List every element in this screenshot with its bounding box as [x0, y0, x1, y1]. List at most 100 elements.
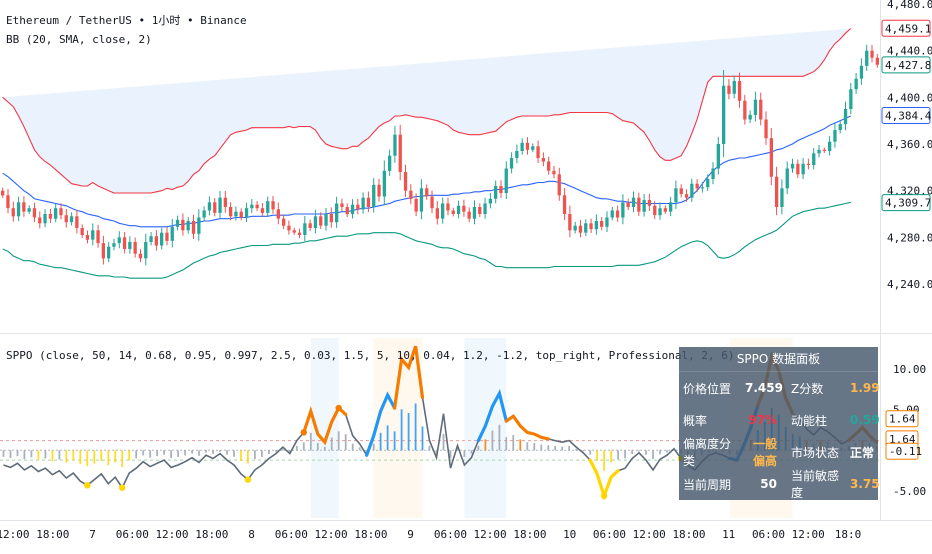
candle — [393, 126, 397, 163]
candle — [594, 214, 598, 235]
candle-body — [504, 168, 508, 193]
sppo-signal-segment — [393, 345, 425, 410]
candle-body — [313, 216, 318, 228]
candle-body — [706, 179, 710, 188]
candle — [732, 75, 736, 99]
momentum-bar — [414, 403, 417, 451]
candle-body — [637, 197, 641, 212]
candle-body — [695, 183, 699, 189]
candle — [706, 174, 710, 191]
candle — [642, 194, 646, 217]
candle — [801, 158, 805, 180]
candle — [753, 91, 758, 122]
candle — [350, 199, 355, 219]
candle — [27, 205, 31, 214]
bb-indicator-label[interactable]: BB (20, SMA, close, 2) — [6, 33, 152, 46]
candle-body — [6, 195, 10, 209]
sppo-indicator-label[interactable]: SPPO (close, 50, 14, 0.68, 0.95, 0.997, … — [6, 349, 734, 362]
candle-body — [658, 208, 662, 216]
candle — [631, 191, 636, 213]
candle — [75, 209, 79, 234]
price-tick-label: 4,400.00 — [887, 91, 932, 104]
price-badge: 4,459.19 — [881, 19, 932, 37]
candle-body — [451, 210, 455, 214]
candle — [584, 219, 588, 236]
candle-body — [223, 197, 227, 207]
header-sep-2: • — [187, 14, 194, 27]
momentum-bar — [316, 443, 319, 451]
bb-band-fill — [2, 28, 851, 193]
candle-body — [594, 221, 598, 230]
momentum-bar — [288, 450, 291, 452]
candle-body — [356, 204, 360, 210]
momentum-bar — [435, 450, 438, 454]
momentum-bar — [470, 450, 473, 454]
momentum-bar — [247, 450, 249, 464]
dashboard-value: 7.459 — [745, 381, 783, 395]
candle — [817, 144, 821, 158]
sppo-signal-segment — [476, 388, 508, 443]
candle — [812, 148, 816, 170]
candle-body — [260, 208, 265, 213]
momentum-bar — [226, 450, 228, 455]
candle-body — [764, 119, 768, 139]
momentum-bar — [547, 445, 550, 451]
osc-badge-text: 1.64 — [889, 433, 916, 446]
candle-body — [859, 65, 864, 79]
time-tick-label: 06:00 — [752, 528, 785, 541]
candle-body — [790, 163, 795, 169]
momentum-bar — [428, 445, 431, 451]
candle-body — [472, 207, 477, 219]
candle — [207, 196, 212, 216]
momentum-bar — [421, 426, 424, 451]
candle-body — [684, 194, 689, 198]
candle — [562, 187, 567, 221]
dashboard-value: 50 — [760, 477, 777, 491]
candle-body — [605, 217, 609, 227]
candle-body — [520, 142, 524, 151]
momentum-bar — [554, 445, 557, 451]
candle — [748, 110, 752, 124]
candle — [260, 203, 265, 218]
candle — [875, 54, 879, 68]
candle-body — [525, 142, 530, 150]
momentum-bar — [268, 450, 270, 454]
candle — [462, 199, 466, 217]
time-tick-label: 12:00 — [0, 528, 30, 541]
candle — [54, 203, 58, 223]
candle — [722, 69, 726, 158]
candle-body — [796, 163, 800, 175]
candle — [313, 209, 318, 234]
candle-body — [345, 207, 349, 214]
candle-body — [282, 218, 286, 226]
candle-body — [631, 197, 636, 207]
time-tick-label: 10 — [563, 528, 576, 541]
momentum-bar — [344, 434, 347, 451]
momentum-bar — [484, 439, 487, 451]
candle-body — [271, 201, 275, 210]
candle-body — [361, 197, 365, 210]
candle-body — [817, 149, 821, 154]
candle-body — [541, 158, 545, 162]
candle — [674, 180, 678, 209]
sppo-signal-segment — [504, 413, 550, 441]
price-badge-box — [881, 107, 931, 124]
dashboard-value: 一般偏高 — [752, 437, 777, 468]
candle — [568, 205, 572, 238]
momentum-bar — [603, 450, 605, 471]
momentum-bar — [149, 450, 152, 458]
symbol-header[interactable]: Ethereum / TetherUS • 1小时 • Binance — [6, 14, 247, 27]
candle-body — [138, 253, 143, 259]
price-badge-text: 4,459.19 — [885, 22, 932, 35]
candle-body — [478, 207, 482, 214]
candle — [467, 207, 471, 223]
candle — [292, 227, 296, 235]
candle-body — [69, 216, 74, 223]
momentum-bar — [575, 448, 578, 451]
candle-body — [149, 236, 153, 242]
signal-dot — [300, 429, 307, 436]
candle — [181, 213, 185, 236]
candle-body — [85, 235, 90, 240]
momentum-bar — [9, 450, 12, 458]
candle — [796, 159, 800, 178]
